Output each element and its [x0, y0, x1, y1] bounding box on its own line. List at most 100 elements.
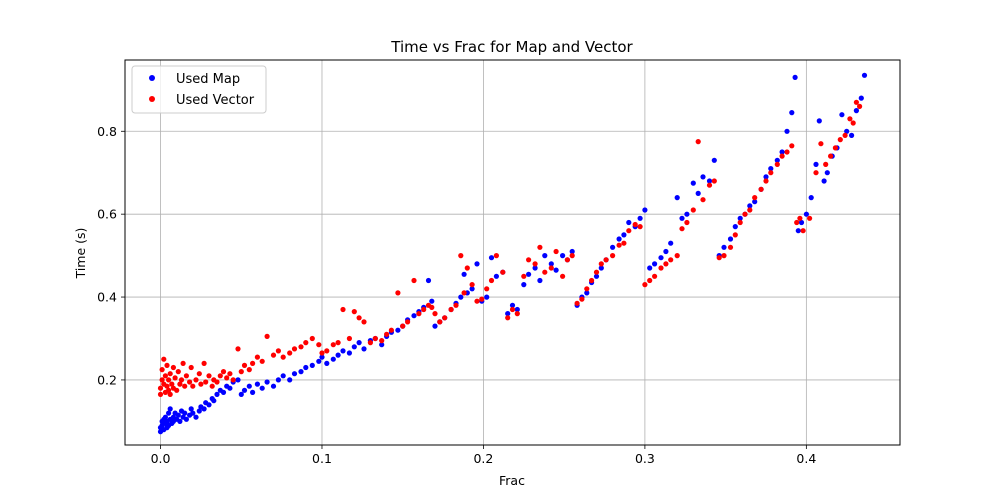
point-used-map — [425, 277, 432, 284]
point-used-map — [727, 236, 734, 242]
point-used-vector — [779, 153, 785, 159]
point-used-map — [569, 248, 575, 255]
point-used-map — [214, 391, 220, 397]
point-used-map — [303, 364, 309, 371]
point-used-vector — [626, 228, 632, 234]
point-used-vector — [395, 290, 401, 296]
point-used-map — [193, 414, 199, 420]
point-used-map — [768, 166, 774, 172]
point-used-map — [839, 112, 845, 118]
point-used-map — [206, 402, 212, 408]
point-used-vector — [842, 132, 848, 138]
legend-marker-used-vector — [149, 96, 155, 102]
point-used-map — [813, 161, 819, 167]
point-used-map — [493, 273, 499, 279]
point-used-vector — [474, 298, 480, 304]
point-used-map — [166, 410, 172, 416]
point-used-map — [190, 410, 196, 416]
point-used-map — [250, 389, 256, 395]
point-used-map — [235, 377, 241, 383]
point-used-vector — [789, 143, 795, 149]
point-used-map — [275, 377, 281, 383]
point-used-vector — [774, 161, 780, 167]
point-used-vector — [758, 186, 764, 192]
point-used-vector — [217, 373, 223, 379]
data-points — [157, 72, 868, 435]
point-used-vector — [432, 311, 438, 317]
x-tick-label: 0.1 — [312, 451, 332, 466]
point-used-vector — [270, 352, 277, 358]
point-used-map — [560, 253, 566, 259]
point-used-vector — [416, 311, 422, 317]
point-used-map — [779, 149, 785, 155]
point-used-map — [774, 157, 780, 163]
point-used-vector — [164, 362, 170, 368]
point-used-vector — [479, 296, 485, 302]
point-used-vector — [850, 120, 856, 126]
point-used-vector — [663, 261, 669, 267]
point-used-vector — [367, 340, 373, 346]
point-used-vector — [298, 344, 304, 350]
point-used-vector — [254, 354, 260, 360]
point-used-vector — [711, 178, 717, 184]
point-used-vector — [196, 371, 202, 377]
point-used-vector — [379, 338, 385, 344]
point-used-vector — [167, 371, 173, 377]
point-used-map — [264, 379, 270, 385]
point-used-vector — [742, 211, 748, 217]
point-used-vector — [700, 197, 706, 203]
point-used-map — [808, 195, 814, 201]
point-used-map — [824, 170, 830, 176]
point-used-vector — [560, 273, 566, 279]
point-used-map — [642, 207, 648, 213]
grid — [125, 60, 900, 445]
point-used-map — [584, 290, 590, 296]
point-used-vector — [280, 354, 286, 360]
point-used-vector — [493, 253, 499, 259]
point-used-vector — [178, 377, 185, 383]
point-used-vector — [388, 327, 394, 333]
point-used-vector — [526, 257, 532, 263]
point-used-vector — [569, 253, 575, 259]
point-used-map — [488, 255, 495, 261]
point-used-vector — [553, 248, 559, 255]
point-used-map — [346, 350, 352, 356]
point-used-map — [340, 348, 346, 354]
point-used-vector — [598, 261, 604, 267]
point-used-vector — [188, 364, 194, 371]
point-used-vector — [837, 137, 843, 143]
point-used-vector — [190, 383, 196, 389]
y-tick-label: 0.8 — [97, 124, 117, 139]
point-used-vector — [411, 277, 417, 284]
point-used-map — [167, 406, 173, 412]
point-used-vector — [161, 356, 167, 362]
point-used-map — [747, 203, 753, 209]
point-used-vector — [361, 319, 367, 325]
point-used-map — [505, 311, 511, 317]
y-tick-label: 0.6 — [97, 207, 117, 222]
legend-label-used-vector: Used Vector — [176, 93, 255, 108]
x-tick-label: 0.2 — [473, 451, 493, 466]
point-used-vector — [532, 261, 538, 267]
y-tick-label: 0.2 — [97, 372, 117, 387]
point-used-map — [598, 265, 604, 271]
point-used-vector — [461, 290, 467, 296]
point-used-map — [537, 277, 543, 284]
point-used-vector — [797, 215, 803, 221]
point-used-map — [241, 387, 248, 393]
point-used-vector — [593, 269, 600, 275]
legend: Used Map Used Vector — [131, 65, 267, 114]
point-used-vector — [372, 335, 378, 342]
point-used-map — [227, 385, 233, 391]
point-used-map — [162, 414, 168, 420]
legend-marker-used-map — [149, 75, 155, 81]
point-used-map — [626, 219, 632, 226]
point-used-map — [789, 110, 795, 116]
x-tick-label: 0.4 — [796, 451, 816, 466]
point-used-vector — [564, 257, 571, 263]
point-used-vector — [668, 257, 674, 263]
point-used-vector — [220, 369, 227, 375]
point-used-vector — [183, 373, 189, 379]
point-used-map — [183, 416, 189, 422]
point-used-vector — [521, 273, 527, 279]
